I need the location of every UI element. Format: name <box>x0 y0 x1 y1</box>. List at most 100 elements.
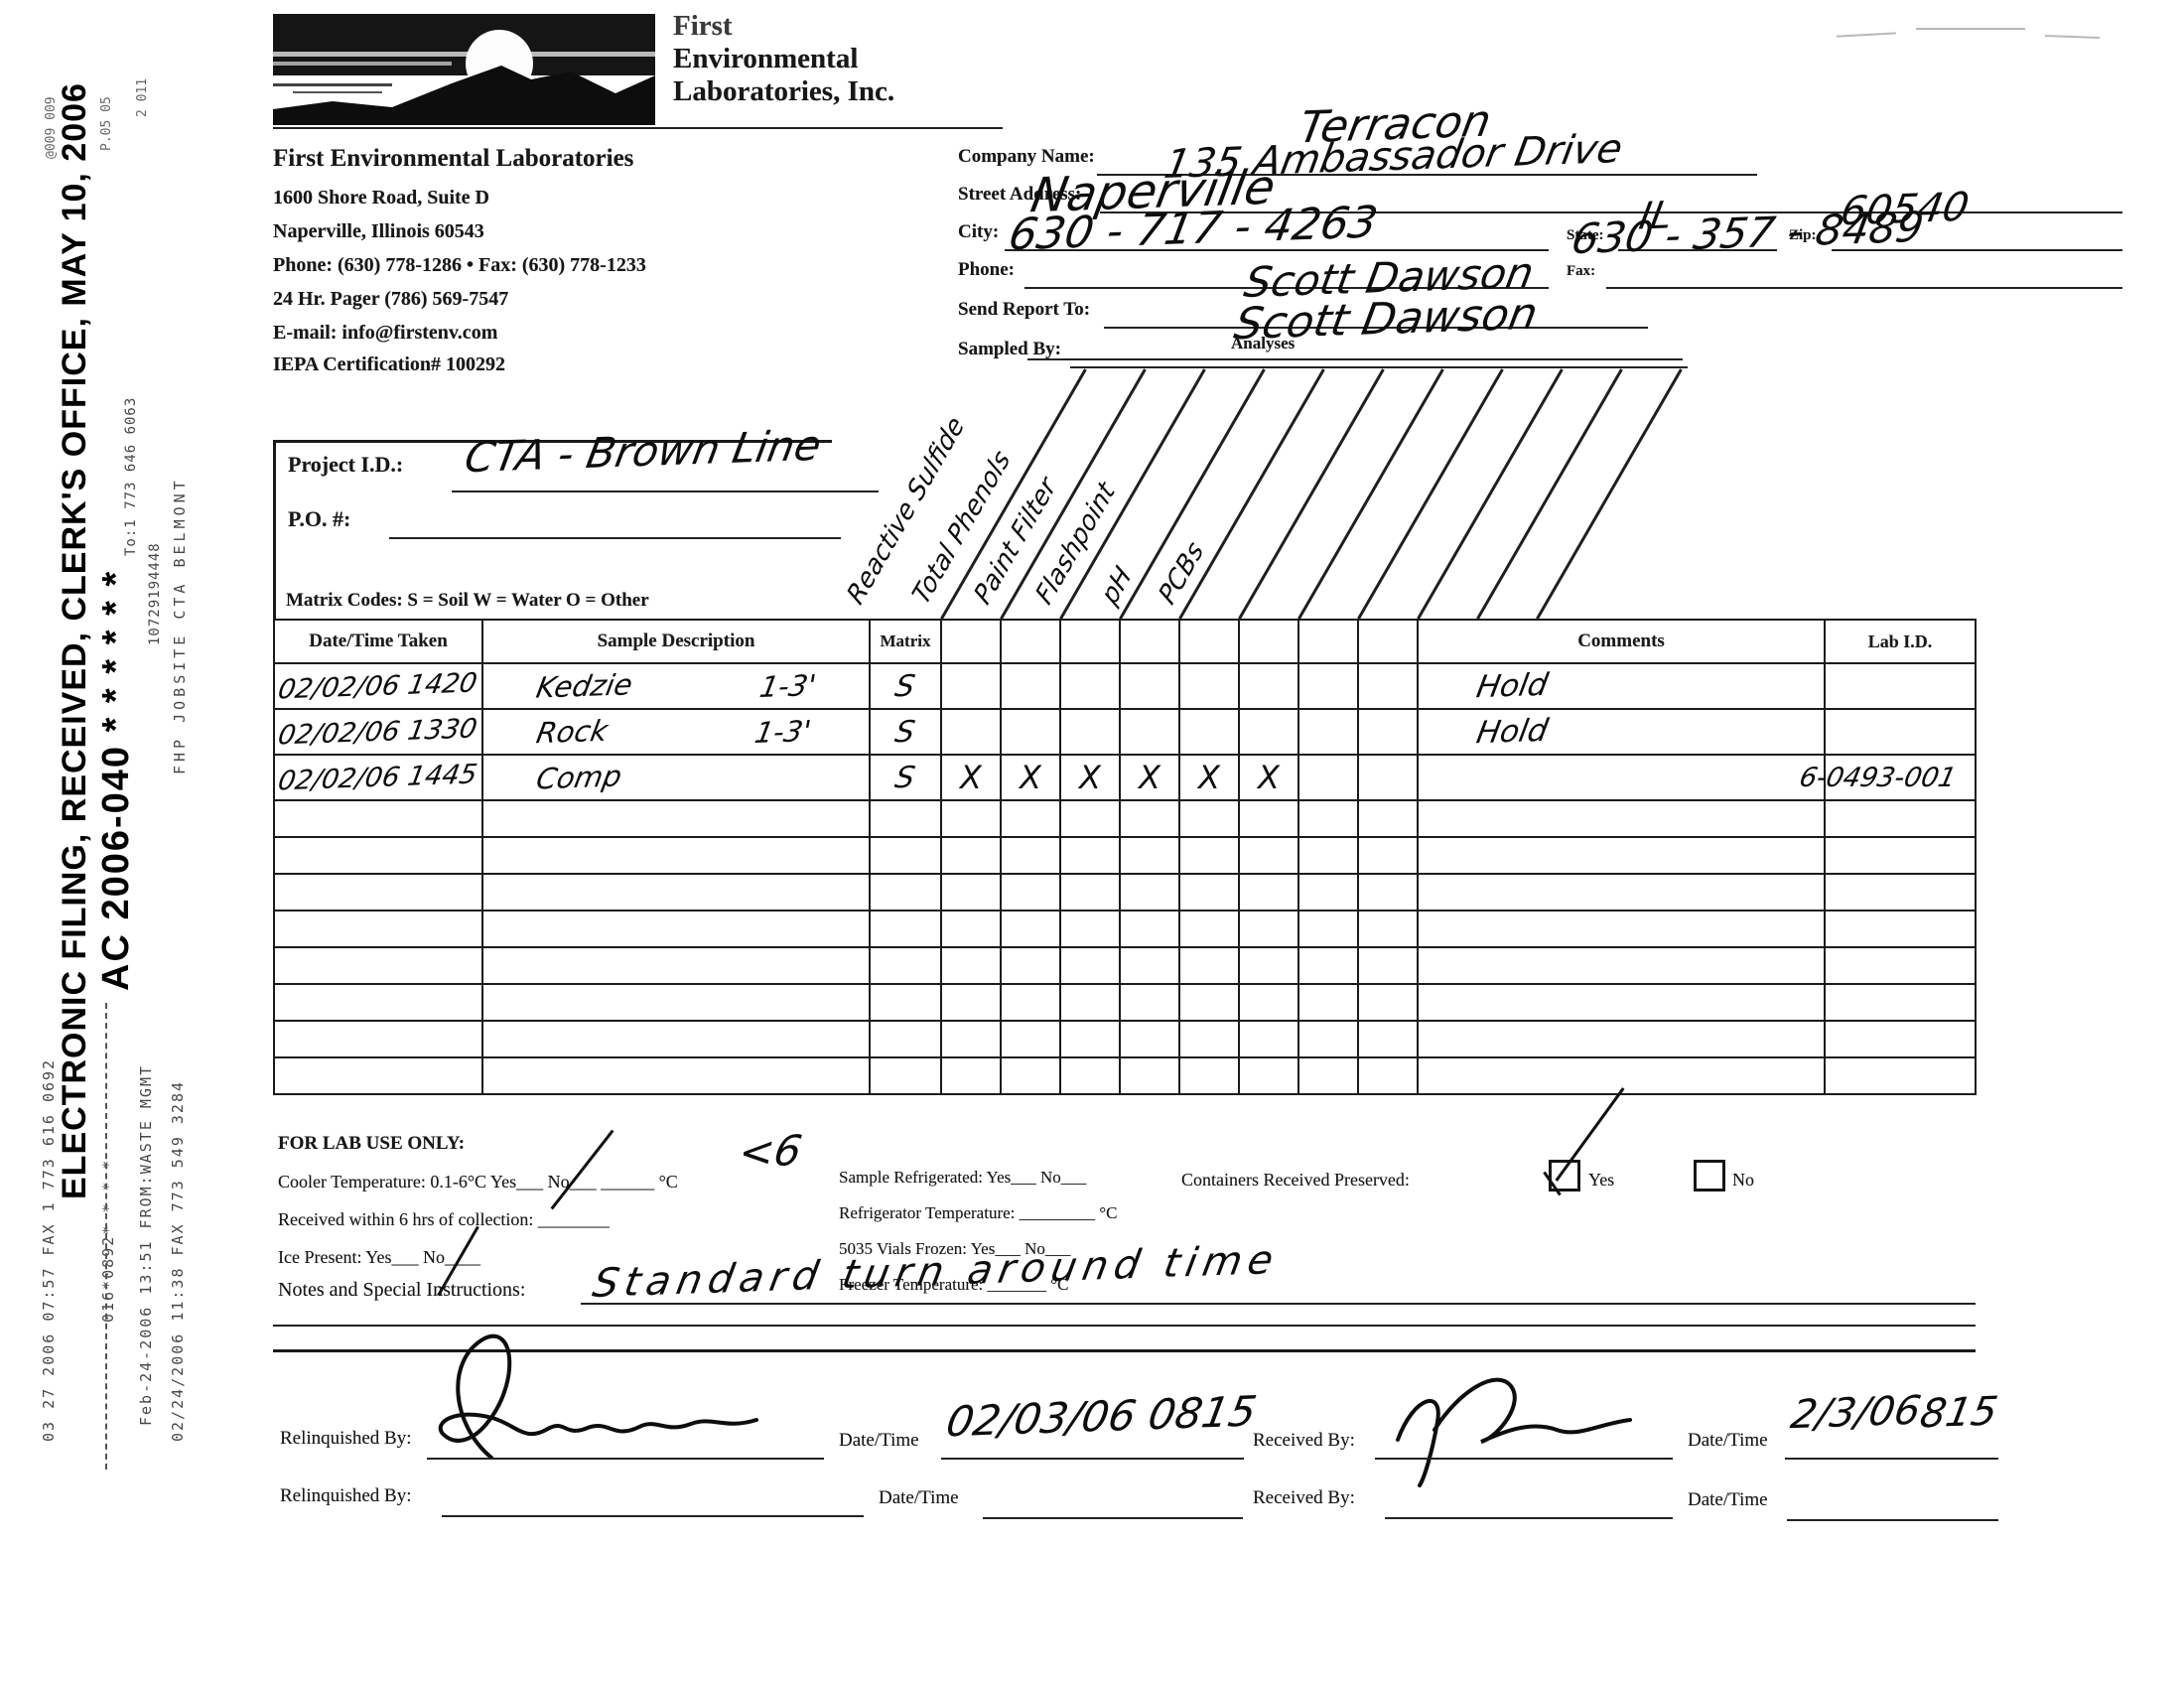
empty-cell <box>1417 1020 1826 1058</box>
empty-cell <box>1297 836 1359 875</box>
empty-cell <box>1119 946 1180 985</box>
col-header-labid: Lab I.D. <box>1824 619 1977 664</box>
empty-cell <box>940 983 1002 1022</box>
sample-date: 02/02/06 1420 <box>275 667 479 705</box>
preserved-yes-label: Yes <box>1588 1170 1615 1190</box>
col-header-description: Sample Description <box>481 619 871 664</box>
vials-frozen-line: 5035 Vials Frozen: Yes___ No___ <box>839 1239 1071 1258</box>
empty-cell <box>481 873 871 912</box>
analyses-divider-line <box>1536 368 1683 620</box>
empty-cell <box>1178 910 1240 948</box>
corner-smudge <box>1916 28 2025 30</box>
empty-cell <box>1059 836 1121 875</box>
received-datetime-1: 2/3/06 <box>1787 1387 1925 1439</box>
empty-cell <box>1119 910 1180 948</box>
table-row-empty <box>273 873 1977 912</box>
corner-smudge <box>1836 32 1897 38</box>
sampled-by-label: Sampled By: <box>958 339 1061 359</box>
project-box-left-line <box>273 440 276 621</box>
empty-cell <box>1417 910 1826 948</box>
divider-line-1 <box>273 1325 1976 1327</box>
empty-cell <box>1238 946 1299 985</box>
analysis-check <box>1297 708 1359 756</box>
datetime-label-2b: Date/Time <box>1688 1489 1768 1510</box>
efiling-stamp: ELECTRONIC FILING, RECEIVED, CLERK'S OFF… <box>56 82 93 1199</box>
project-id-label: Project I.D.: <box>288 452 404 477</box>
empty-cell <box>273 1056 483 1095</box>
analysis-check: X <box>940 754 1002 801</box>
empty-cell <box>1824 799 1977 838</box>
preserved-no-checkbox <box>1694 1160 1725 1192</box>
fax-separator-dashes <box>105 1003 107 1470</box>
empty-cell <box>1238 983 1299 1022</box>
empty-cell <box>1238 873 1299 912</box>
empty-cell <box>1357 1020 1419 1058</box>
empty-cell <box>869 946 942 985</box>
analysis-check <box>1119 708 1180 756</box>
fax-header-2: Feb-24-2006 13:51 FROM:WASTE MGMT <box>137 1063 155 1426</box>
analysis-check <box>1000 662 1061 710</box>
empty-cell <box>1417 946 1826 985</box>
empty-cell <box>1238 836 1299 875</box>
fax-header-2b: To:1 773 646 6063 <box>123 396 139 556</box>
zip-line <box>1832 249 2122 251</box>
phone-value: 630 - 717 - 4263 <box>1005 197 1382 261</box>
sample-description: Rock <box>533 713 611 751</box>
empty-cell <box>1824 983 1977 1022</box>
empty-cell <box>869 983 942 1022</box>
fax-fragment-1: @009 009 <box>44 96 59 159</box>
received-sig-line-2 <box>1385 1517 1673 1519</box>
empty-cell <box>1178 1020 1240 1058</box>
matrix-code: S <box>892 668 918 704</box>
empty-cell <box>481 836 871 875</box>
empty-cell <box>1059 799 1121 838</box>
empty-cell <box>481 983 871 1022</box>
empty-cell <box>1059 910 1121 948</box>
analysis-check <box>1357 708 1419 756</box>
analysis-check: X <box>1000 754 1061 801</box>
analysis-check <box>1357 662 1419 710</box>
empty-cell <box>1059 873 1121 912</box>
fax-header-3: 02/24/2006 11:38 FAX 773 549 3284 <box>169 1079 187 1442</box>
col-header-date: Date/Time Taken <box>273 619 483 664</box>
preserved-no-label: No <box>1732 1170 1754 1190</box>
analysis-check <box>1059 708 1121 756</box>
analyses-title: Analyses <box>1231 334 1296 352</box>
matrix-code: S <box>892 760 918 795</box>
received-sig-line-1 <box>1375 1458 1673 1460</box>
empty-cell <box>1178 836 1240 875</box>
table-row-empty <box>273 1056 1977 1095</box>
street-address-line <box>1100 211 2122 213</box>
lab-pager: 24 Hr. Pager (786) 569-7547 <box>273 288 509 310</box>
datetime-line-1a <box>941 1458 1244 1460</box>
lab-phone-fax: Phone: (630) 778-1286 • Fax: (630) 778-1… <box>273 254 646 276</box>
empty-cell <box>1119 1020 1180 1058</box>
analyses-divider-line <box>1178 368 1325 620</box>
empty-cell <box>1178 1056 1240 1095</box>
empty-cell <box>1417 836 1826 875</box>
lab-address-line1: 1600 Shore Road, Suite D <box>273 187 489 209</box>
col-header-analysis <box>1059 619 1121 664</box>
fax-header-1b: 016*0892* * * * <box>99 1158 117 1323</box>
empty-cell <box>1357 983 1419 1022</box>
fax-header-3b: FHP JOBSITE CTA BELMONT <box>171 477 189 774</box>
sample-description: Kedzie <box>533 667 635 705</box>
within-6hrs-line: Received within 6 hrs of collection: ___… <box>278 1209 610 1229</box>
relinquished-sig-line-2 <box>442 1515 864 1517</box>
cooler-temp-value: <6 <box>735 1125 806 1178</box>
empty-cell <box>940 799 1002 838</box>
analysis-check <box>1238 662 1299 710</box>
refrigerator-temp-line: Refrigerator Temperature: _________ °C <box>839 1203 1118 1222</box>
analysis-check <box>1297 754 1359 801</box>
fax-label: Fax: <box>1567 263 1596 279</box>
sample-table: Date/Time Taken Sample Description Matri… <box>273 619 1977 1095</box>
empty-cell <box>1357 946 1419 985</box>
empty-cell <box>940 836 1002 875</box>
table-row-empty <box>273 910 1977 948</box>
send-report-label: Send Report To: <box>958 299 1091 320</box>
lab-use-title: FOR LAB USE ONLY: <box>278 1133 466 1154</box>
analysis-check <box>1178 662 1240 710</box>
empty-cell <box>1357 836 1419 875</box>
table-row-empty <box>273 1020 1977 1058</box>
empty-cell <box>273 983 483 1022</box>
